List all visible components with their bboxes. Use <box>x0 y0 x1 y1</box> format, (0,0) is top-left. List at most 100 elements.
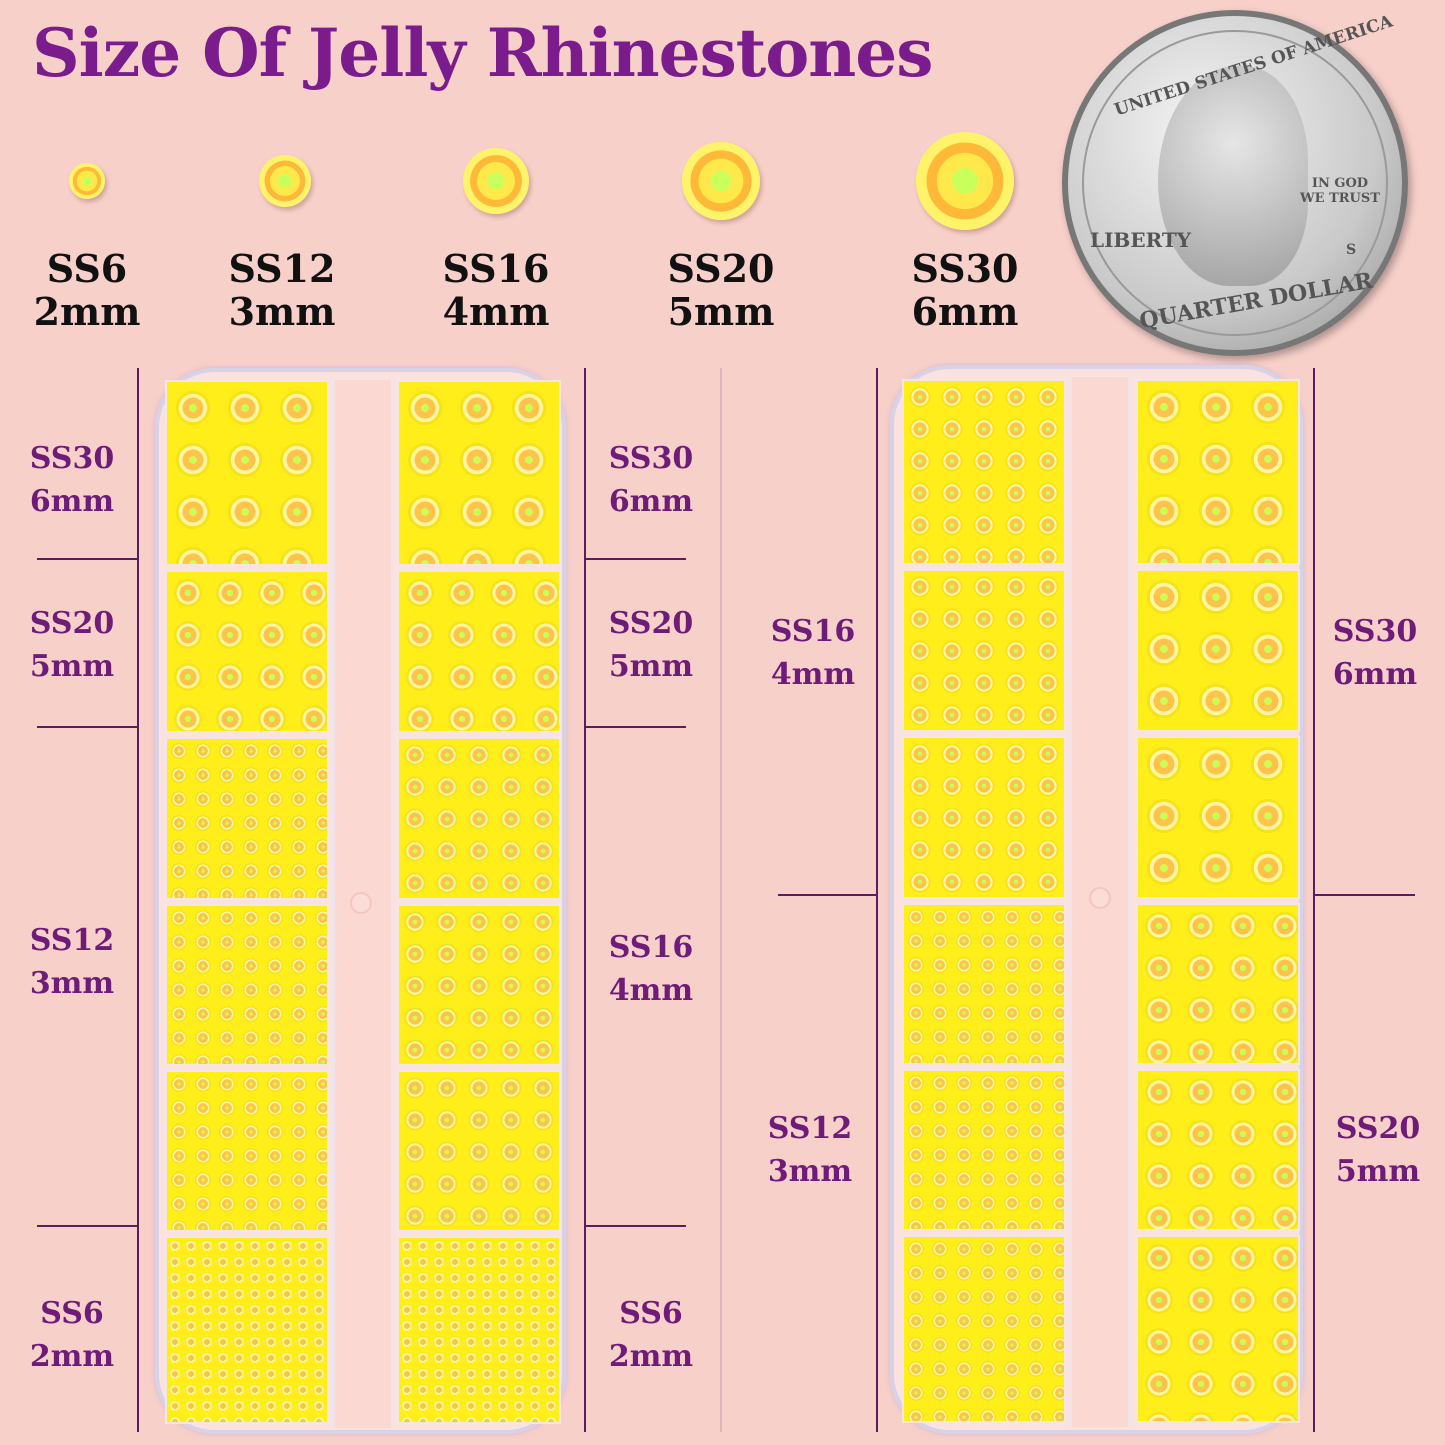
divider <box>37 1225 138 1227</box>
size-mm: 4mm <box>442 289 550 334</box>
compartment-ss12 <box>165 737 329 900</box>
compartment-ss30 <box>165 380 329 566</box>
coin-motto: IN GOD WE TRUST <box>1300 176 1380 206</box>
label-mm: 6mm <box>608 484 694 519</box>
compartment-ss20 <box>1136 1235 1300 1423</box>
size-code: SS16 <box>442 246 550 291</box>
coin-liberty: LIBERTY <box>1090 228 1191 252</box>
label-box1-left-ss30: SS30 6mm <box>12 437 132 523</box>
compartment-ss20 <box>397 570 561 733</box>
size-label-ss16: SS16 4mm <box>416 247 576 333</box>
compartment-ss6 <box>165 1236 329 1424</box>
compartment-ss20 <box>1136 903 1300 1065</box>
coin-rim <box>1082 30 1388 336</box>
compartment-ss6 <box>397 1236 561 1424</box>
compartment-ss16 <box>902 379 1066 565</box>
stone-ss16 <box>463 148 529 214</box>
stone-ss30 <box>916 132 1014 230</box>
divider <box>585 726 686 728</box>
divider <box>37 558 138 560</box>
compartment-ss30 <box>1136 379 1300 565</box>
label-code: SS30 <box>608 441 694 476</box>
size-mm: 3mm <box>228 289 336 334</box>
guide-line <box>584 368 586 1432</box>
size-mm: 5mm <box>667 289 775 334</box>
guide-line <box>720 368 722 1432</box>
stone-ss20 <box>682 142 760 220</box>
label-code: SS16 <box>770 614 856 649</box>
label-box1-left-ss20: SS20 5mm <box>12 602 132 688</box>
rhinestone-box-1 <box>155 368 566 1434</box>
size-label-ss6: SS6 2mm <box>7 247 167 333</box>
stone-ss6 <box>69 163 105 199</box>
compartment-ss12 <box>902 1235 1066 1423</box>
label-box1-left-ss6: SS6 2mm <box>12 1292 132 1378</box>
divider <box>1314 894 1415 896</box>
guide-line <box>876 368 878 1432</box>
label-code: SS16 <box>608 930 694 965</box>
label-mm: 2mm <box>29 1339 115 1374</box>
label-box2-left-ss16: SS16 4mm <box>753 610 873 696</box>
divider <box>37 726 138 728</box>
box-hinge <box>350 892 372 914</box>
compartment-ss12 <box>165 1070 329 1232</box>
size-code: SS6 <box>46 246 128 291</box>
size-mm: 2mm <box>33 289 141 334</box>
label-mm: 4mm <box>608 973 694 1008</box>
label-code: SS30 <box>29 441 115 476</box>
compartment-ss16 <box>397 1070 561 1232</box>
label-box1-right-ss30: SS30 6mm <box>591 437 711 523</box>
size-label-ss20: SS20 5mm <box>641 247 801 333</box>
rhinestone-box-2 <box>890 365 1303 1434</box>
compartment-ss30 <box>1136 736 1300 899</box>
label-box2-right-ss30: SS30 6mm <box>1315 610 1435 696</box>
quarter-coin-image: UNITED STATES OF AMERICA IN GOD WE TRUST… <box>1062 10 1408 356</box>
label-mm: 5mm <box>29 649 115 684</box>
compartment-ss12 <box>902 903 1066 1065</box>
label-box2-left-ss12: SS12 3mm <box>750 1107 870 1193</box>
divider <box>585 558 686 560</box>
guide-line <box>137 368 139 1432</box>
size-code: SS20 <box>667 246 775 291</box>
label-mm: 3mm <box>29 966 115 1001</box>
label-box1-right-ss16: SS16 4mm <box>591 926 711 1012</box>
size-mm: 6mm <box>911 289 1019 334</box>
label-box1-right-ss20: SS20 5mm <box>591 602 711 688</box>
label-code: SS6 <box>40 1296 104 1331</box>
label-box2-right-ss20: SS20 5mm <box>1318 1107 1438 1193</box>
box-hinge <box>1089 887 1111 909</box>
size-code: SS12 <box>228 246 336 291</box>
size-code: SS30 <box>911 246 1019 291</box>
label-code: SS12 <box>29 923 115 958</box>
label-code: SS20 <box>1335 1111 1421 1146</box>
label-box1-left-ss12: SS12 3mm <box>12 919 132 1005</box>
label-mm: 2mm <box>608 1339 694 1374</box>
compartment-ss16 <box>397 904 561 1066</box>
compartment-ss30 <box>1136 569 1300 732</box>
compartment-ss30 <box>397 380 561 566</box>
label-code: SS20 <box>29 606 115 641</box>
compartment-ss12 <box>165 904 329 1066</box>
label-box1-right-ss6: SS6 2mm <box>591 1292 711 1378</box>
washington-portrait <box>1158 66 1308 286</box>
label-code: SS20 <box>608 606 694 641</box>
label-mm: 5mm <box>1335 1154 1421 1189</box>
label-code: SS12 <box>767 1111 853 1146</box>
label-mm: 5mm <box>608 649 694 684</box>
compartment-ss16 <box>902 736 1066 899</box>
stone-ss12 <box>259 155 311 207</box>
page-title: Size Of Jelly Rhinestones <box>32 14 933 92</box>
divider <box>585 1225 686 1227</box>
divider <box>778 894 877 896</box>
size-label-ss30: SS30 6mm <box>885 247 1045 333</box>
label-code: SS30 <box>1332 614 1418 649</box>
size-label-ss12: SS12 3mm <box>202 247 362 333</box>
compartment-ss16 <box>397 737 561 900</box>
label-code: SS6 <box>619 1296 683 1331</box>
label-mm: 6mm <box>29 484 115 519</box>
compartment-ss12 <box>902 1069 1066 1231</box>
label-mm: 4mm <box>770 657 856 692</box>
coin-mint-mark: S <box>1346 242 1357 258</box>
guide-line <box>1313 368 1315 1432</box>
compartment-ss20 <box>165 570 329 733</box>
